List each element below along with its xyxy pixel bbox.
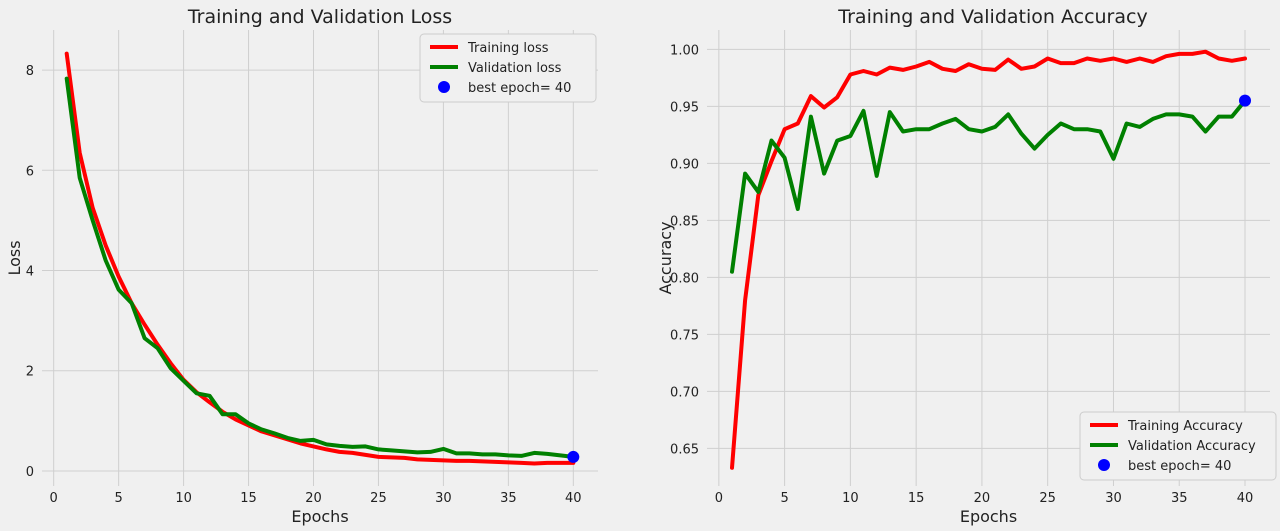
legend-label: Training loss	[467, 41, 549, 56]
x-tick-label: 25	[1039, 491, 1056, 506]
y-tick-label: 4	[26, 265, 34, 280]
chart-title: Training and Validation Accuracy	[837, 6, 1147, 28]
y-tick-label: 1.00	[670, 43, 699, 58]
x-tick-label: 40	[565, 491, 582, 506]
y-axis-label: Accuracy	[656, 221, 675, 294]
x-tick-label: 10	[175, 491, 192, 506]
legend-label: best epoch= 40	[468, 81, 571, 96]
x-tick-label: 30	[1105, 491, 1122, 506]
y-tick-label: 0.90	[670, 157, 699, 172]
x-tick-label: 40	[1237, 491, 1254, 506]
y-tick-label: 0.85	[670, 214, 699, 229]
x-tick-label: 0	[715, 491, 723, 506]
y-tick-label: 0.95	[670, 100, 699, 115]
chart-title: Training and Validation Loss	[187, 6, 452, 28]
x-tick-label: 5	[115, 491, 123, 506]
legend-box	[1079, 411, 1277, 481]
legend-box	[419, 33, 597, 103]
legend-label: best epoch= 40	[1128, 459, 1231, 474]
legend-label: Validation loss	[468, 61, 562, 76]
x-tick-label: 20	[974, 491, 991, 506]
legend: Training Accuracy Validation Accuracy best…	[1079, 411, 1277, 481]
x-tick-label: 5	[780, 491, 788, 506]
legend: Training loss Validation loss best epoch= …	[419, 33, 597, 103]
series-line-validation-accuracy	[730, 98, 1247, 274]
series-line-validation-loss	[64, 76, 576, 459]
y-tick-label: 2	[26, 365, 34, 380]
x-tick-label: 30	[435, 491, 452, 506]
x-axis-label: Epochs	[960, 507, 1017, 526]
chart-1: 0 5 10 15 20 25 30 35 40 0 2 4 6 8 Training and Valida…	[5, 6, 598, 526]
legend-marker	[438, 81, 450, 93]
y-tick-label: 6	[26, 164, 34, 179]
y-tick-label: 0.80	[670, 271, 699, 286]
y-tick-label: 0	[26, 465, 34, 480]
y-tick-label: 0.70	[670, 385, 699, 400]
best-epoch-point	[1239, 94, 1252, 107]
x-tick-label: 0	[50, 491, 58, 506]
series-line-training-loss	[64, 51, 576, 466]
y-tick-label: 0.75	[670, 328, 699, 343]
legend-marker	[1098, 459, 1110, 471]
x-tick-label: 10	[842, 491, 859, 506]
legend-label: Training Accuracy	[1127, 419, 1243, 434]
x-tick-label: 20	[305, 491, 322, 506]
y-axis-label: Loss	[5, 240, 24, 275]
chart-2: 0 5 10 15 20 25 30 35 40 0.65 0.70 0.75 0.80 0.85 0.90…	[656, 6, 1277, 526]
x-tick-label: 35	[500, 491, 517, 506]
x-tick-label: 15	[908, 491, 925, 506]
x-tick-label: 35	[1171, 491, 1188, 506]
y-tick-label: 8	[26, 64, 34, 79]
x-axis-label: Epochs	[291, 507, 348, 526]
x-tick-label: 15	[240, 491, 257, 506]
series-line-training-accuracy	[730, 49, 1247, 470]
legend-label: Validation Accuracy	[1128, 439, 1256, 454]
best-epoch-point	[567, 450, 580, 463]
y-tick-label: 0.65	[670, 442, 699, 457]
x-tick-label: 25	[370, 491, 387, 506]
